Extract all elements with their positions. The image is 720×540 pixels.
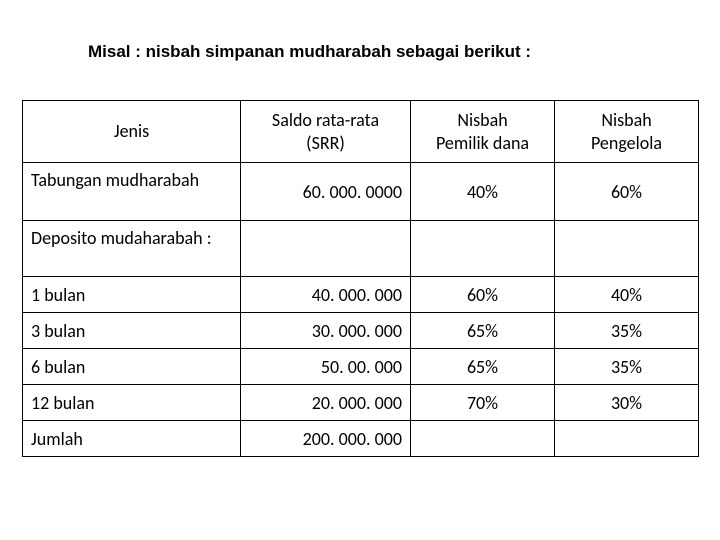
cell-pemilik: 70% [411,385,555,421]
cell-pengelola: 60% [555,163,699,221]
cell-jenis: 12 bulan [23,385,241,421]
col-header-jenis: Jenis [23,101,241,163]
cell-jenis: 1 bulan [23,277,241,313]
cell-jenis: Deposito mudaharabah : [23,221,241,277]
cell-pemilik: 40% [411,163,555,221]
cell-pengelola: 35% [555,313,699,349]
cell-pemilik: 60% [411,277,555,313]
cell-pengelola: 35% [555,349,699,385]
col-header-label: Saldo rata-rata(SRR) [272,109,379,154]
cell-srr: 20. 000. 000 [241,385,411,421]
col-header-label: Jenis [114,120,149,142]
cell-jenis: Jumlah [23,421,241,457]
cell-jenis: 6 bulan [23,349,241,385]
table-row: Tabungan mudharabah 60. 000. 0000 40% 60… [23,163,699,221]
table-row: 1 bulan 40. 000. 000 60% 40% [23,277,699,313]
table-row: Jumlah 200. 000. 000 [23,421,699,457]
cell-pengelola: 30% [555,385,699,421]
table-body: Tabungan mudharabah 60. 000. 0000 40% 60… [23,163,699,457]
cell-pengelola [555,421,699,457]
col-header-pengelola: NisbahPengelola [555,101,699,163]
cell-pemilik [411,221,555,277]
table-header-row: Jenis Saldo rata-rata(SRR) NisbahPemilik… [23,101,699,163]
table-header: Jenis Saldo rata-rata(SRR) NisbahPemilik… [23,101,699,163]
table-row: Deposito mudaharabah : [23,221,699,277]
table-row: 12 bulan 20. 000. 000 70% 30% [23,385,699,421]
cell-pengelola [555,221,699,277]
col-header-label: NisbahPemilik dana [436,109,529,154]
cell-srr: 40. 000. 000 [241,277,411,313]
col-header-label: NisbahPengelola [591,109,662,154]
cell-jenis: 3 bulan [23,313,241,349]
col-header-pemilik: NisbahPemilik dana [411,101,555,163]
cell-pemilik [411,421,555,457]
cell-jenis: Tabungan mudharabah [23,163,241,221]
cell-pengelola: 40% [555,277,699,313]
cell-srr: 50. 00. 000 [241,349,411,385]
page-root: Misal : nisbah simpanan mudharabah sebag… [0,0,720,540]
cell-srr: 200. 000. 000 [241,421,411,457]
cell-srr [241,221,411,277]
cell-pemilik: 65% [411,349,555,385]
nisbah-table: Jenis Saldo rata-rata(SRR) NisbahPemilik… [22,100,699,457]
cell-srr: 30. 000. 000 [241,313,411,349]
col-header-srr: Saldo rata-rata(SRR) [241,101,411,163]
table-row: 3 bulan 30. 000. 000 65% 35% [23,313,699,349]
table-row: 6 bulan 50. 00. 000 65% 35% [23,349,699,385]
cell-srr: 60. 000. 0000 [241,163,411,221]
cell-pemilik: 65% [411,313,555,349]
page-title: Misal : nisbah simpanan mudharabah sebag… [88,42,720,62]
